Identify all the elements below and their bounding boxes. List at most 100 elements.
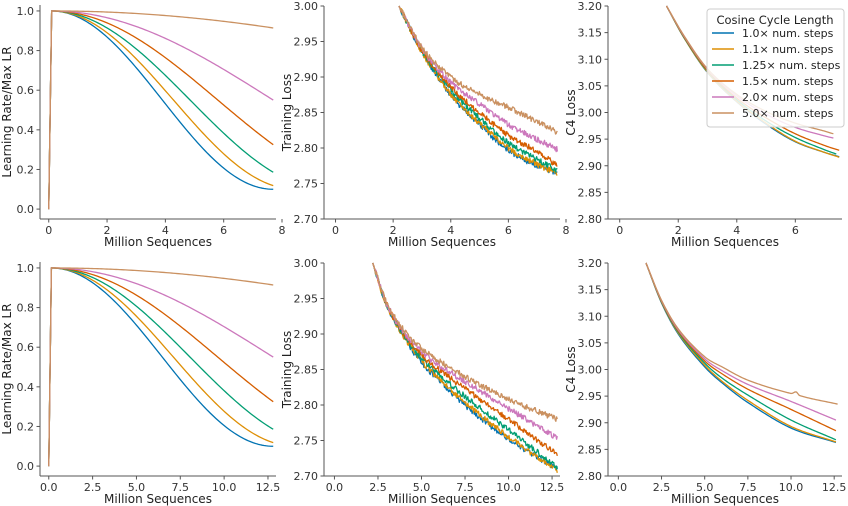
y-tick-label: 0.8 [17, 302, 35, 315]
series-line-2_0-num_-steps [48, 267, 274, 467]
series-group [48, 10, 274, 210]
x-tick-label: 10.0 [212, 481, 237, 494]
x-tick-label: 7.5 [739, 481, 757, 494]
y-tick-label: 3.05 [578, 80, 603, 93]
legend-entry: 1.1× num. steps [712, 43, 834, 56]
series-line-1_1-num_-steps [372, 262, 558, 473]
panel-train-long: 0.0 2.5 5.0 7.5 10.0 12.5 2.70 2.75 2.80 2.85 2.90… [280, 257, 564, 506]
x-tick-label: 12.5 [822, 481, 847, 494]
x-tick-label: 4 [733, 224, 740, 237]
y-tick-label: 2.80 [294, 142, 319, 155]
y-tick-label: 2.90 [294, 328, 319, 341]
legend-label: 1.1× num. steps [742, 43, 834, 56]
y-tick-label: 2.90 [294, 71, 319, 84]
x-tick-label: 8 [279, 224, 286, 237]
x-axis-label: Million Sequences [104, 492, 212, 506]
x-tick-label: 6 [220, 224, 227, 237]
series-line-1_25-num_-steps [645, 262, 837, 441]
legend-title: Cosine Cycle Length [716, 13, 833, 27]
legend-entry: 1.0× num. steps [712, 27, 834, 40]
y-tick-label: 3.10 [578, 53, 603, 66]
x-tick-label: 0 [45, 224, 52, 237]
series-line-1_1-num_-steps [48, 267, 274, 467]
x-tick-label: 0 [332, 224, 339, 237]
x-tick-label: 4 [447, 224, 454, 237]
series-line-1_5-num_-steps [48, 10, 274, 210]
series-line-1_25-num_-steps [372, 262, 558, 470]
x-tick-label: 12.5 [256, 481, 281, 494]
x-tick-label: 7.5 [456, 481, 474, 494]
x-axis-label: Million Sequences [671, 492, 779, 506]
y-axis-label: C4 Loss [564, 89, 578, 135]
series-line-1_0-num_-steps [48, 10, 274, 210]
series-line-2_0-num_-steps [372, 262, 558, 440]
panel-lr-long: 0.0 2.5 5.0 7.5 10.0 12.5 0.0 0.2 0.4 0.6 0.8 1.0 Mi… [0, 262, 280, 506]
y-tick-label: 0.0 [17, 460, 35, 473]
y-tick-label: 0.2 [17, 163, 35, 176]
y-tick-label: 3.10 [578, 310, 603, 323]
y-tick-label: 2.80 [294, 399, 319, 412]
series-line-1_5-num_-steps [372, 262, 558, 457]
series-group [645, 262, 838, 444]
x-tick-label: 2.5 [653, 481, 671, 494]
y-tick-label: 0.6 [17, 84, 35, 97]
x-tick-label: 2.5 [84, 481, 102, 494]
legend-label: 1.5× num. steps [742, 75, 834, 88]
y-tick-label: 1.0 [17, 262, 35, 275]
y-tick-label: 3.00 [578, 364, 603, 377]
x-tick-label: 4 [162, 224, 169, 237]
series-line-1_5-num_-steps [398, 5, 558, 167]
y-tick-label: 2.85 [578, 443, 603, 456]
x-tick-label: 5.0 [413, 481, 431, 494]
series-group [48, 267, 274, 467]
series-line-5_0-num_-steps [48, 10, 274, 210]
panel-train-short: 0 2 4 6 8 2.70 2.75 2.80 2.85 2.90 2.95 3.00 Million… [280, 0, 570, 249]
x-tick-label: 2 [675, 224, 682, 237]
y-axis-label: C4 Loss [564, 346, 578, 392]
x-tick-label: 2.5 [369, 481, 387, 494]
y-axis-label: Learning Rate/Max LR [0, 303, 14, 434]
legend-label: 1.25× num. steps [742, 59, 841, 72]
series-line-2_0-num_-steps [645, 262, 837, 421]
series-line-5_0-num_-steps [372, 262, 558, 422]
y-tick-label: 2.85 [294, 107, 319, 120]
x-tick-label: 8 [563, 224, 570, 237]
y-tick-label: 3.15 [578, 284, 603, 297]
y-axis-label: Training Loss [280, 74, 294, 152]
x-tick-label: 12.5 [540, 481, 565, 494]
x-tick-label: 2 [104, 224, 111, 237]
series-line-1_5-num_-steps [48, 267, 274, 467]
series-line-1_0-num_-steps [48, 267, 274, 467]
x-tick-label: 10.0 [779, 481, 804, 494]
legend-label: 5.0× num. steps [742, 107, 834, 120]
panel-lr-short: 0 2 4 6 8 0.0 0.2 0.4 0.6 0.8 1.0 Million Sequences… [0, 5, 286, 249]
y-tick-label: 0.8 [17, 45, 35, 58]
y-tick-label: 3.15 [578, 27, 603, 40]
series-line-1_5-num_-steps [645, 262, 837, 432]
y-tick-label: 2.85 [578, 186, 603, 199]
x-tick-label: 6 [505, 224, 512, 237]
y-axis-label: Training Loss [280, 331, 294, 409]
legend-entry: 1.5× num. steps [712, 75, 834, 88]
series-line-1_0-num_-steps [372, 262, 558, 471]
y-tick-label: 2.80 [578, 470, 603, 483]
y-tick-label: 3.00 [578, 107, 603, 120]
x-tick-label: 0.0 [610, 481, 628, 494]
x-tick-label: 0.0 [326, 481, 344, 494]
y-tick-label: 0.2 [17, 420, 35, 433]
y-tick-label: 0.6 [17, 341, 35, 354]
series-line-1_1-num_-steps [48, 10, 274, 210]
series-line-1_0-num_-steps [645, 262, 837, 444]
y-tick-label: 1.0 [17, 5, 35, 18]
y-tick-label: 0.4 [17, 381, 35, 394]
y-tick-label: 3.20 [578, 257, 603, 270]
y-axis-label: Learning Rate/Max LR [0, 46, 14, 177]
y-tick-label: 2.70 [294, 213, 319, 226]
series-line-1_25-num_-steps [48, 10, 274, 210]
x-axis-label: Million Sequences [388, 492, 496, 506]
y-tick-label: 0.4 [17, 124, 35, 137]
series-line-1_25-num_-steps [48, 267, 274, 467]
series-line-2_0-num_-steps [48, 10, 274, 210]
x-tick-label: 7.5 [172, 481, 190, 494]
